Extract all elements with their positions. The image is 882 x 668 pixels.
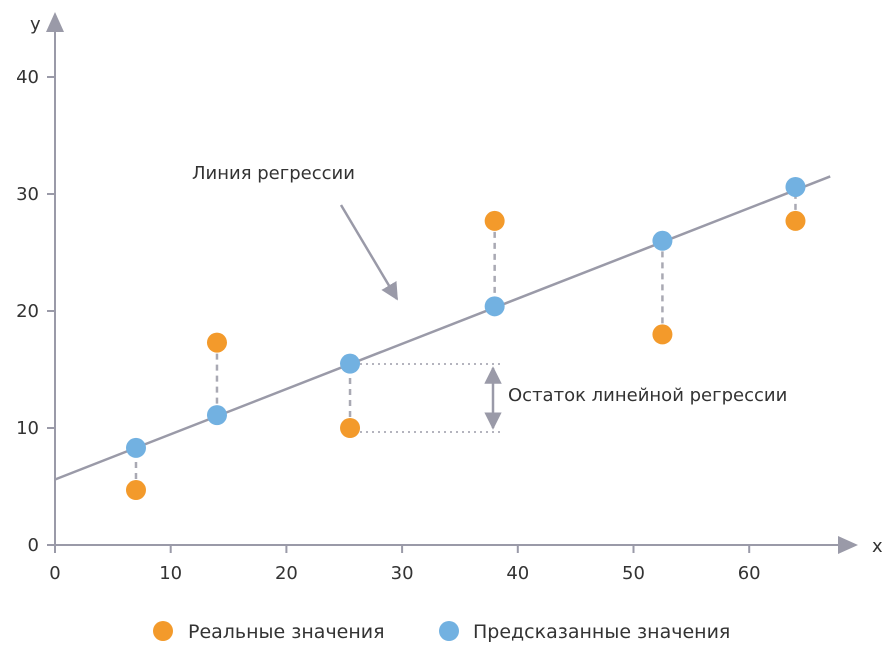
- predicted-value-point: [206, 405, 227, 426]
- actual-value-point: [484, 210, 505, 231]
- x-tick-label: 0: [49, 563, 60, 584]
- x-tick-label: 30: [391, 563, 414, 584]
- x-tick-label: 60: [738, 563, 761, 584]
- regression-line: [54, 175, 831, 481]
- predicted-value-point: [340, 353, 361, 374]
- y-axis-label: y: [30, 14, 41, 35]
- x-tick-label: 50: [622, 563, 645, 584]
- y-tick-label: 30: [16, 184, 39, 205]
- predicted-value-point: [652, 230, 673, 251]
- regression-label-arrow: [339, 204, 399, 301]
- predicted-value-point: [125, 437, 146, 458]
- legend-marker-actual: [153, 621, 173, 641]
- actual-value-point: [125, 480, 146, 501]
- x-axis-arrow: [838, 536, 858, 554]
- x-tick-label: 20: [275, 563, 298, 584]
- actual-value-point: [206, 332, 227, 353]
- legend-marker-predicted: [439, 621, 459, 641]
- actual-value-point: [785, 210, 806, 231]
- y-tick-label: 10: [16, 418, 39, 439]
- x-tick-label: 40: [506, 563, 529, 584]
- legend-label-actual: Реальные значения: [188, 621, 385, 643]
- predicted-value-point: [785, 176, 806, 197]
- x-axis-label: x: [872, 536, 882, 557]
- x-tick-label: 10: [159, 563, 182, 584]
- legend-label-predicted: Предсказанные значения: [473, 621, 730, 643]
- legend: Реальные значения Предсказанные значения: [153, 621, 730, 643]
- y-tick-label: 20: [16, 301, 39, 322]
- actual-value-point: [652, 324, 673, 345]
- y-tick-label: 40: [16, 67, 39, 88]
- predicted-value-point: [484, 296, 505, 317]
- actual-value-point: [340, 418, 361, 438]
- regression-line-label: Линия регрессии: [192, 163, 355, 184]
- residual-label: Остаток линейной регрессии: [508, 385, 787, 406]
- y-tick-label: 0: [28, 535, 39, 556]
- y-axis-arrow: [46, 12, 64, 32]
